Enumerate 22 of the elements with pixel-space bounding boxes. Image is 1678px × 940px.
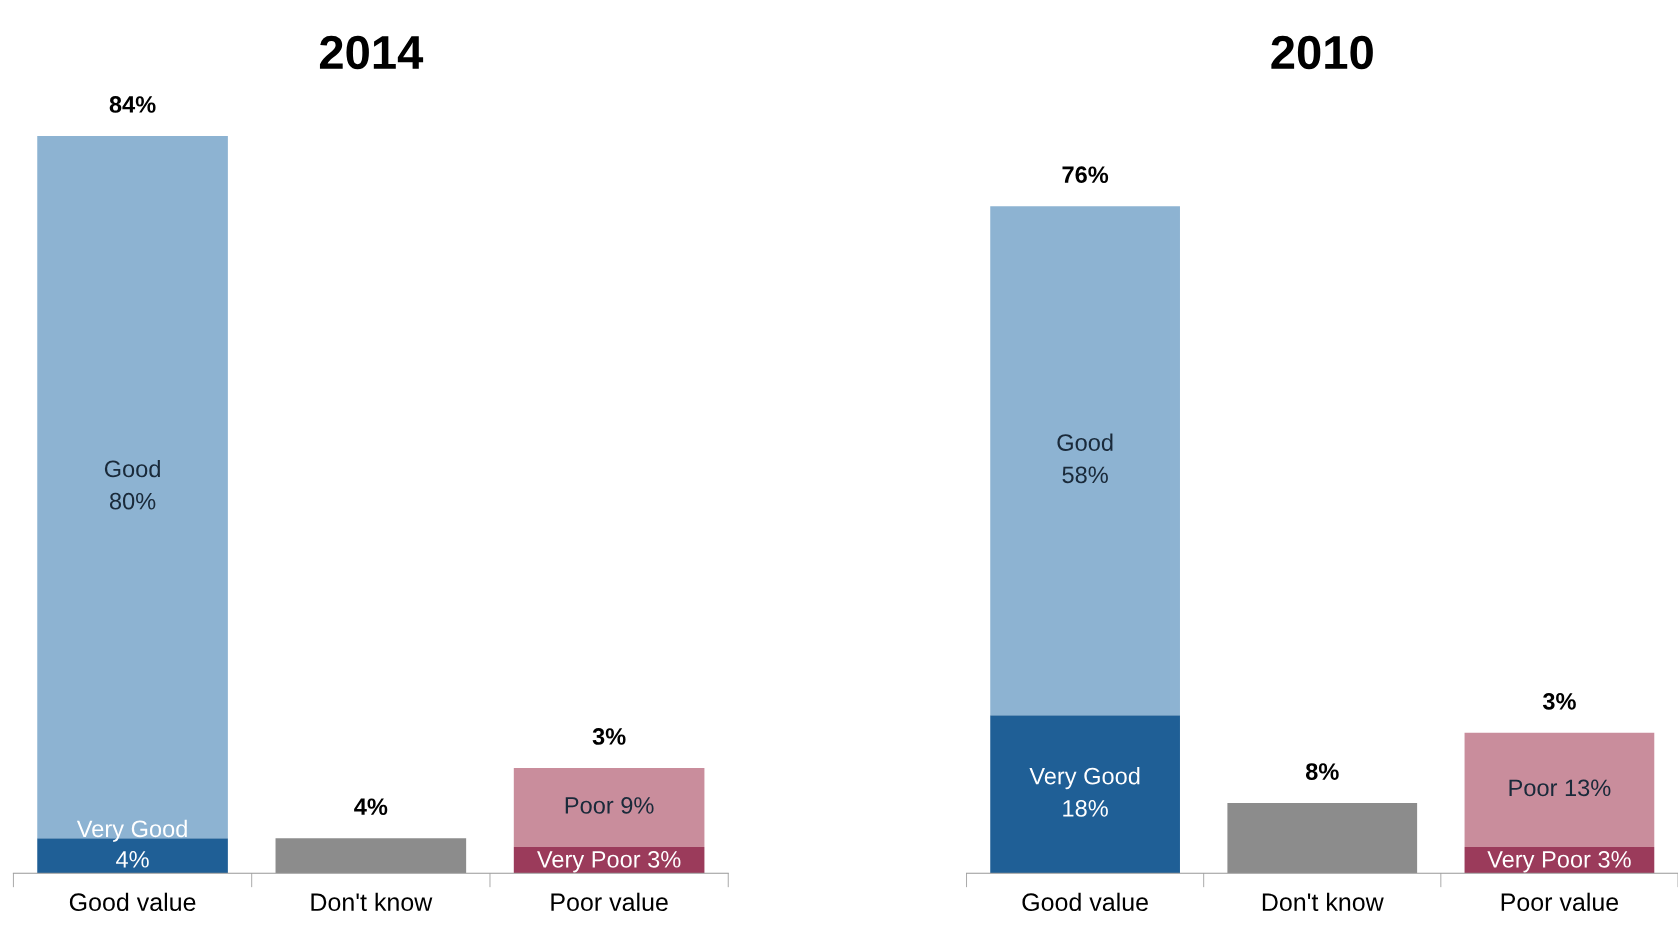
annotation: 8%	[1305, 763, 1339, 780]
x-tick-label: Good value	[1022, 892, 1148, 912]
x-tick-label: Poor value	[1501, 892, 1619, 912]
data-label: Very Good 18%	[1029, 767, 1140, 817]
annotation: 3%	[1542, 693, 1576, 710]
x-tick-label: Don't know	[1262, 892, 1384, 912]
x-tick-label: Don't know	[311, 892, 433, 912]
chart-title: 2014	[319, 35, 424, 70]
annotation: 4%	[354, 798, 388, 815]
data-label: Very Good 4%	[76, 819, 187, 868]
x-tick-label: Good value	[69, 892, 196, 912]
data-label: Poor 13%	[1509, 779, 1611, 797]
annotation: 3%	[592, 728, 626, 745]
data-label: Good 80%	[104, 459, 160, 510]
data-label: Good 58%	[1057, 433, 1113, 484]
data-label: Poor 9%	[565, 797, 654, 814]
data-label: Very Poor 3%	[537, 851, 681, 873]
chart-title: 2010	[1271, 35, 1373, 70]
annotation: 76%	[1062, 166, 1109, 184]
data-label: Very Poor 3%	[1487, 851, 1631, 873]
x-tick-label: Poor value	[551, 892, 668, 912]
annotation: 84%	[109, 96, 156, 113]
